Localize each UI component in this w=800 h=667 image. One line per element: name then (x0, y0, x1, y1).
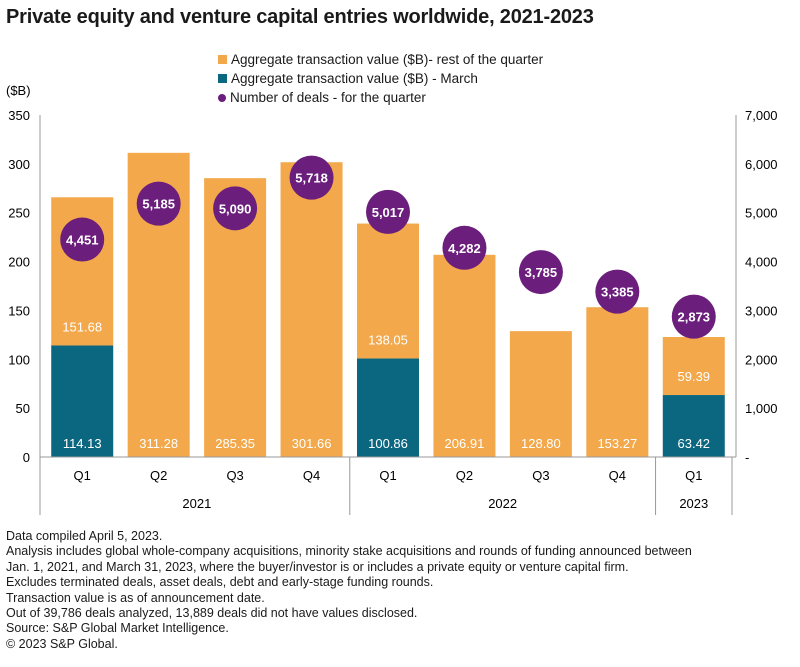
bar-rest (357, 223, 419, 359)
x-tick-label: Q4 (609, 468, 626, 483)
bar-rest (280, 162, 343, 457)
deals-bubble (213, 186, 258, 231)
deals-bubble (595, 269, 640, 314)
y-tick-label: 0 (23, 450, 30, 465)
bar-march (51, 345, 114, 457)
year-label: 2022 (488, 496, 517, 511)
y-tick-label: 250 (8, 206, 30, 221)
y2-tick-label: 6,000 (745, 157, 778, 172)
bar-label-rest: 301.66 (292, 436, 332, 451)
bar-label-rest: 285.35 (215, 436, 255, 451)
bar-label-rest: 153.27 (597, 436, 637, 451)
bar-rest (586, 307, 649, 457)
x-tick-label: Q4 (303, 468, 320, 483)
legend-label: Aggregate transaction value ($B) - March (231, 71, 478, 86)
year-label: 2023 (679, 496, 708, 511)
footnotes: Data compiled April 5, 2023. Analysis in… (6, 529, 692, 652)
bar-label-rest: 59.39 (678, 369, 711, 384)
y2-tick-label: 1,000 (745, 401, 778, 416)
x-tick-label: Q1 (74, 468, 91, 483)
x-tick-label: Q2 (150, 468, 167, 483)
y-tick-label: 200 (8, 255, 30, 270)
legend-swatch-rest (218, 55, 227, 64)
legend-item-rest: Aggregate transaction value ($B)- rest o… (218, 50, 543, 69)
legend-item-deals: Number of deals - for the quarter (218, 88, 543, 107)
chart-title: Private equity and venture capital entri… (6, 6, 594, 28)
bar-rest (509, 331, 572, 457)
deals-bubble (442, 225, 487, 270)
y-tick-label: 150 (8, 303, 30, 318)
deals-label: 3,785 (525, 265, 558, 280)
deals-label: 4,282 (448, 241, 481, 256)
y2-tick-label: 5,000 (745, 206, 778, 221)
y2-tick-label: 3,000 (745, 303, 778, 318)
legend-swatch-deals (218, 93, 226, 102)
deals-bubble (671, 294, 716, 339)
bar-label-rest: 128.80 (521, 436, 561, 451)
bar-label-rest: 151.68 (62, 319, 102, 334)
deals-label: 2,873 (678, 310, 711, 325)
x-tick-label: Q3 (226, 468, 243, 483)
deals-label: 5,185 (142, 197, 175, 212)
legend-swatch-march (218, 74, 227, 83)
note: Analysis includes global whole-company a… (6, 544, 692, 559)
note: Transaction value is as of announcement … (6, 590, 265, 605)
legend-item-march: Aggregate transaction value ($B) - March (218, 69, 543, 88)
legend-label: Aggregate transaction value ($B)- rest o… (231, 52, 544, 67)
deals-label: 5,090 (219, 201, 252, 216)
x-tick-label: Q1 (685, 468, 702, 483)
note: Out of 39,786 deals analyzed, 13,889 dea… (6, 606, 418, 621)
y-tick-label: 350 (8, 108, 30, 123)
deals-bubble (518, 250, 563, 295)
x-tick-label: Q2 (456, 468, 473, 483)
bar-rest (433, 254, 496, 457)
note: Source: S&P Global Market Intelligence. (6, 621, 229, 636)
bar-label-march: 63.42 (678, 436, 711, 451)
y2-tick-label: - (745, 450, 749, 465)
x-tick-label: Q1 (379, 468, 396, 483)
deals-bubble (366, 189, 410, 234)
deals-label: 5,017 (372, 205, 405, 220)
y2-tick-label: 4,000 (745, 255, 778, 270)
deals-label: 5,718 (295, 171, 328, 186)
bar-label-rest: 138.05 (368, 332, 408, 347)
bar-label-march: 114.13 (63, 436, 102, 451)
legend-label: Number of deals - for the quarter (230, 90, 426, 105)
bar-rest (662, 336, 725, 396)
y-tick-label: 300 (8, 157, 30, 172)
bar-march (662, 395, 725, 457)
deals-bubble (289, 155, 334, 200)
note: Data compiled April 5, 2023. (6, 529, 163, 543)
y2-tick-label: 7,000 (745, 108, 778, 123)
note: Jan. 1, 2021, and March 31, 2023, where … (6, 559, 629, 574)
deals-label: 4,451 (66, 233, 99, 248)
y-axis-label: ($B) (6, 83, 31, 98)
deals-bubble (136, 181, 181, 226)
y-tick-label: 100 (8, 352, 30, 367)
y2-tick-label: 2,000 (745, 352, 778, 367)
bar-label-rest: 311.28 (139, 436, 178, 451)
deals-label: 3,385 (601, 285, 634, 300)
bar-label-rest: 206.91 (445, 436, 485, 451)
note: © 2023 S&P Global. (6, 636, 118, 651)
legend: Aggregate transaction value ($B)- rest o… (218, 50, 543, 107)
x-tick-label: Q3 (532, 468, 549, 483)
bar-march (357, 358, 419, 457)
note: Excludes terminated deals, asset deals, … (6, 575, 434, 590)
bar-label-march: 100.86 (368, 436, 408, 451)
year-label: 2021 (182, 496, 211, 511)
deals-bubble (60, 217, 105, 262)
y-tick-label: 50 (16, 401, 30, 416)
